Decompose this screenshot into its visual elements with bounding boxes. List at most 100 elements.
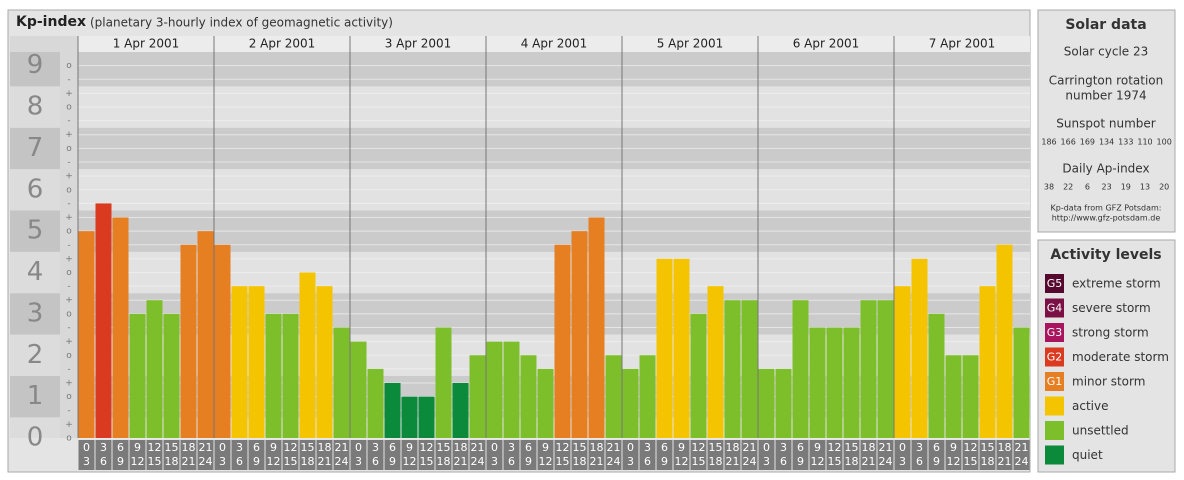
- y-tick-label: 0: [27, 423, 44, 453]
- hour-cell: [503, 440, 520, 470]
- x-tick-label: 12: [267, 455, 281, 468]
- x-tick-label: 3: [780, 441, 787, 454]
- bar: [384, 382, 401, 438]
- x-tick-label: 18: [573, 455, 587, 468]
- bar: [418, 396, 435, 438]
- hour-cell: [809, 440, 826, 470]
- bar: [996, 244, 1013, 438]
- x-tick-label: 9: [117, 455, 124, 468]
- x-tick-label: 6: [525, 441, 532, 454]
- legend-label: quiet: [1072, 448, 1103, 462]
- panel-title: Activity levels: [1050, 247, 1161, 263]
- bar: [78, 231, 95, 438]
- x-tick-label: 0: [491, 441, 498, 454]
- bar: [537, 368, 554, 438]
- hour-cell: [792, 440, 809, 470]
- legend-badge: G2: [1047, 351, 1063, 364]
- hour-cell: [163, 440, 180, 470]
- minor-tick-label: +: [65, 420, 73, 430]
- minor-tick-label: -: [67, 323, 70, 333]
- bar: [571, 231, 588, 438]
- hour-cell: [945, 440, 962, 470]
- minor-tick-label: +: [65, 89, 73, 99]
- minor-tick-label: o: [66, 103, 72, 113]
- x-tick-label: 6: [389, 441, 396, 454]
- minor-tick-label: o: [66, 185, 72, 195]
- x-tick-label: 12: [539, 455, 553, 468]
- hour-cell: [333, 440, 350, 470]
- x-tick-label: 12: [947, 455, 961, 468]
- x-tick-label: 12: [964, 441, 978, 454]
- bar: [248, 286, 265, 438]
- hour-cell: [860, 440, 877, 470]
- day-label: 7 Apr 2001: [929, 37, 996, 51]
- hour-cell: [129, 440, 146, 470]
- x-tick-label: 24: [199, 455, 213, 468]
- hour-cell: [248, 440, 265, 470]
- hour-cell: [554, 440, 571, 470]
- bar: [945, 355, 962, 438]
- hour-cell: [826, 440, 843, 470]
- bar: [894, 286, 911, 438]
- x-tick-label: 18: [981, 455, 995, 468]
- bar: [656, 258, 673, 438]
- bar: [792, 300, 809, 438]
- hour-cell: [656, 440, 673, 470]
- x-tick-label: 15: [692, 455, 706, 468]
- minor-tick-label: +: [65, 337, 73, 347]
- bar: [435, 327, 452, 438]
- label-band: [10, 86, 60, 128]
- bar: [809, 327, 826, 438]
- hour-cell: [571, 440, 588, 470]
- legend-swatch: [1045, 445, 1064, 465]
- sunspot-value: 169: [1080, 138, 1095, 147]
- label-band: [10, 127, 60, 170]
- x-tick-label: 9: [678, 441, 685, 454]
- x-tick-label: 12: [420, 441, 434, 454]
- minor-tick-label: -: [67, 199, 70, 209]
- hour-cell: [367, 440, 384, 470]
- hour-cell: [928, 440, 945, 470]
- y-tick-label: 8: [27, 92, 44, 122]
- x-tick-label: 6: [916, 455, 923, 468]
- x-tick-label: 0: [219, 441, 226, 454]
- minor-tick-label: -: [67, 240, 70, 250]
- x-tick-label: 21: [1015, 441, 1029, 454]
- hour-cell: [78, 440, 95, 470]
- ap-value: 38: [1044, 183, 1054, 192]
- label-band: [10, 169, 60, 211]
- minor-tick-label: +: [65, 254, 73, 264]
- x-tick-label: 12: [284, 441, 298, 454]
- x-tick-label: 21: [607, 441, 621, 454]
- day-label: 1 Apr 2001: [113, 37, 180, 51]
- ap-value: 6: [1085, 183, 1090, 192]
- legend-label: minor storm: [1072, 375, 1145, 389]
- x-tick-label: 12: [556, 441, 570, 454]
- x-tick-label: 21: [318, 455, 332, 468]
- bar: [605, 355, 622, 438]
- x-tick-label: 15: [573, 441, 587, 454]
- x-tick-label: 12: [148, 441, 162, 454]
- x-tick-label: 3: [83, 455, 90, 468]
- y-tick-label: 1: [27, 381, 44, 411]
- ap-value: 20: [1159, 183, 1169, 192]
- hour-cell: [588, 440, 605, 470]
- hour-cell: [265, 440, 282, 470]
- x-tick-label: 9: [661, 455, 668, 468]
- bar: [911, 258, 928, 438]
- legend-badge: G4: [1047, 302, 1063, 315]
- bar: [129, 313, 146, 438]
- hour-cell: [639, 440, 656, 470]
- day-label: 4 Apr 2001: [521, 37, 588, 51]
- x-tick-label: 9: [270, 441, 277, 454]
- bar: [503, 341, 520, 438]
- day-label: 3 Apr 2001: [385, 37, 452, 51]
- x-tick-label: 3: [644, 441, 651, 454]
- bar: [95, 203, 112, 438]
- header-strip: [78, 36, 1030, 52]
- x-tick-label: 21: [590, 455, 604, 468]
- legend-label: strong storm: [1072, 326, 1149, 340]
- hour-cell: [180, 440, 197, 470]
- x-tick-label: 21: [879, 441, 893, 454]
- hour-cell: [843, 440, 860, 470]
